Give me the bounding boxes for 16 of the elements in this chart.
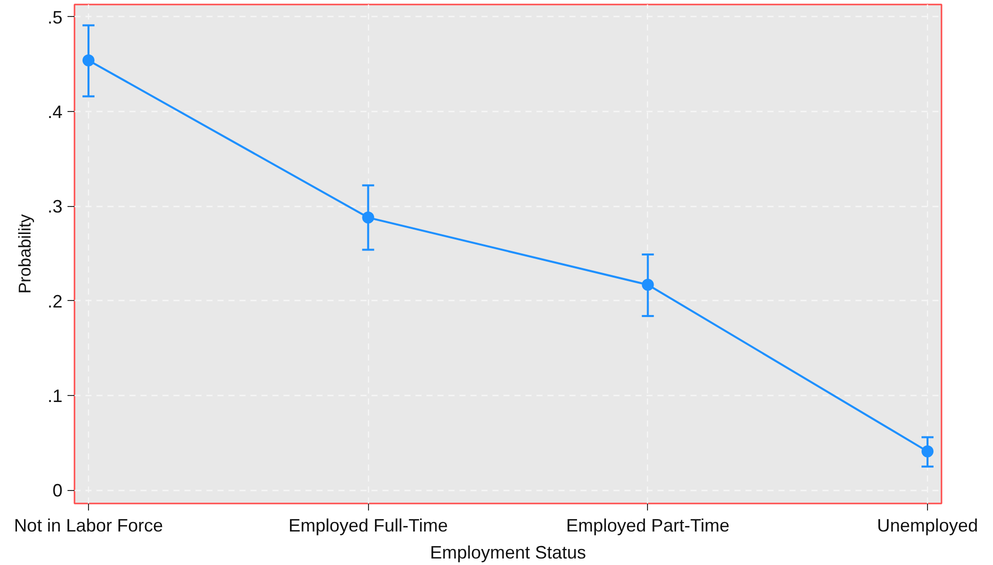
- point: [362, 212, 374, 224]
- x-tick-label: Not in Labor Force: [14, 516, 164, 536]
- y-tick-label: .5: [47, 7, 63, 28]
- x-tick-label: Unemployed: [876, 516, 978, 536]
- y-tick-label: .1: [47, 386, 63, 406]
- y-tick-label: .3: [47, 196, 63, 217]
- y-tick-label: .2: [47, 291, 63, 312]
- y-tick-label: 0: [52, 480, 63, 501]
- point: [642, 278, 654, 291]
- x-axis-title: Employment Status: [430, 542, 586, 562]
- x-tick-label: Employed Part-Time: [566, 516, 730, 536]
- y-axis-title: Probability: [15, 214, 34, 294]
- point: [922, 445, 934, 458]
- point: [82, 54, 94, 66]
- y-tick-label: .4: [47, 102, 63, 122]
- x-tick-label: Employed Full-Time: [288, 516, 448, 536]
